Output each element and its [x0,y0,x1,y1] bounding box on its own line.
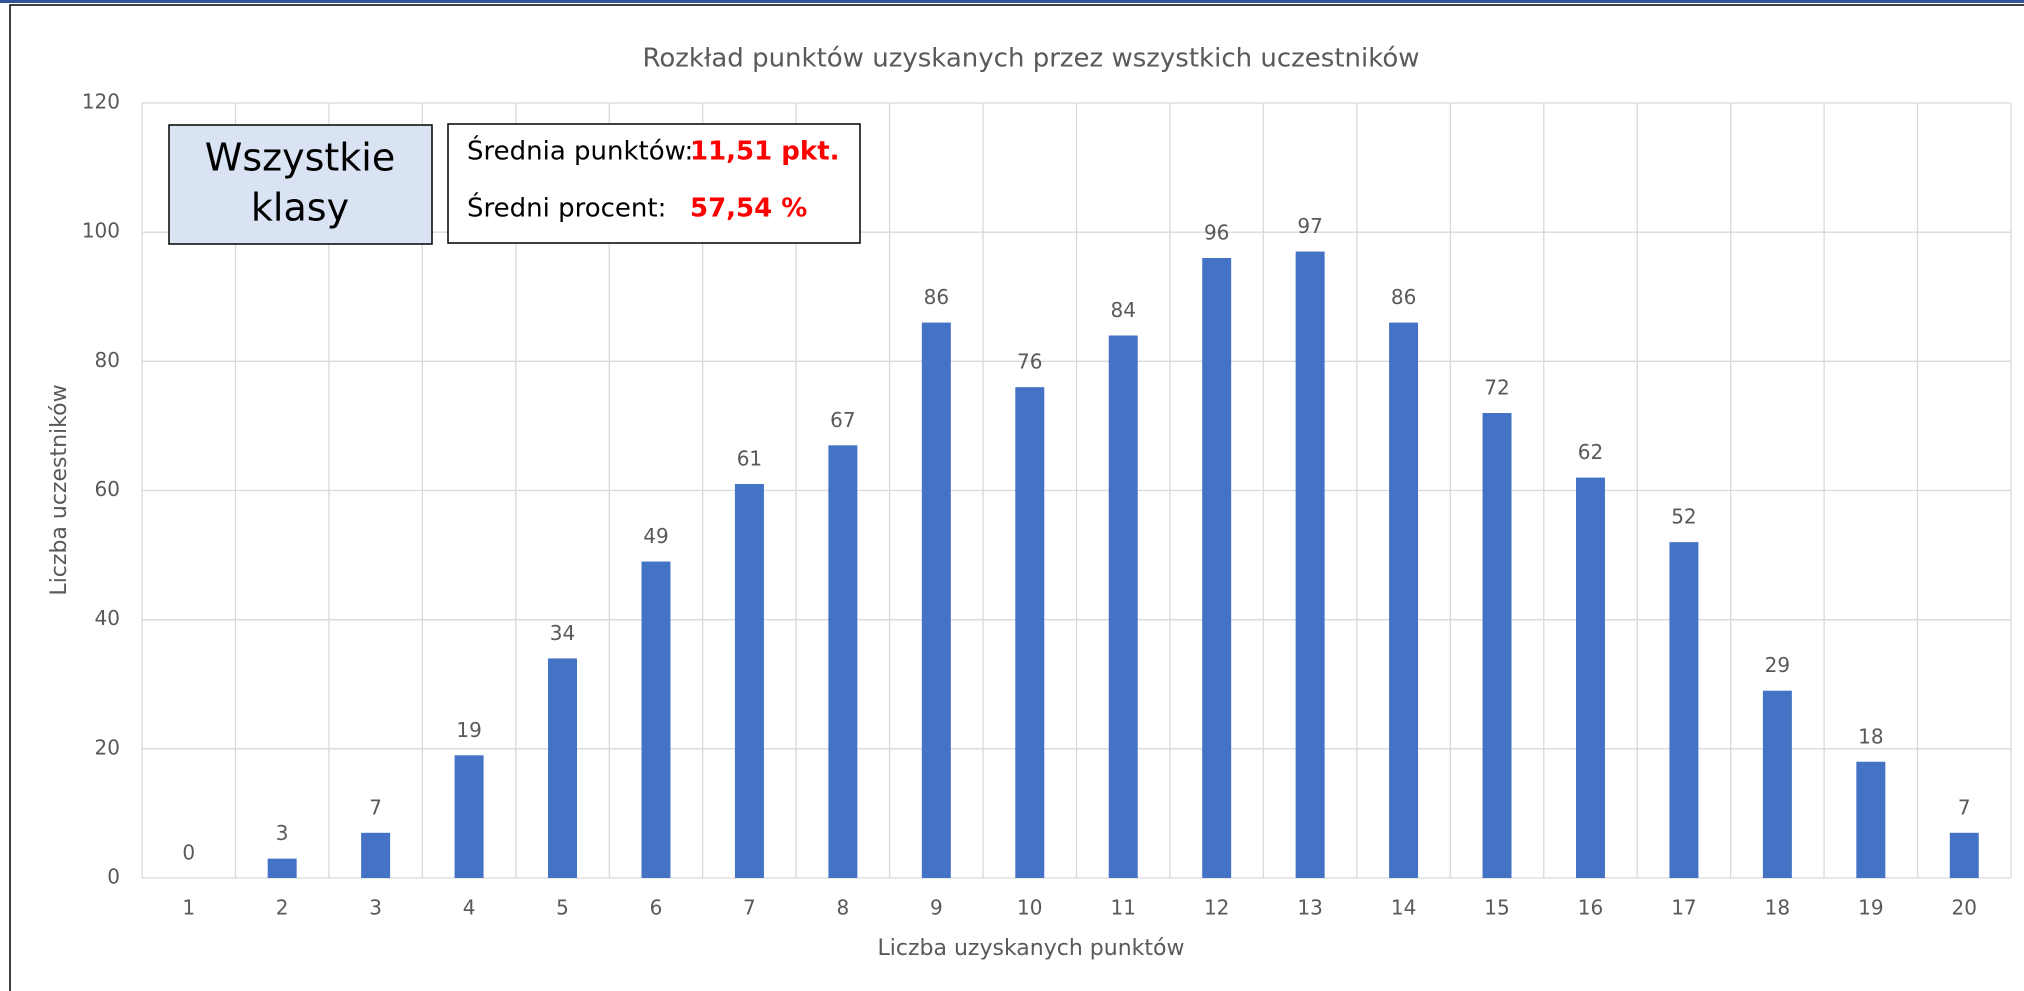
x-tick-label: 18 [1765,896,1790,920]
x-tick-label: 16 [1578,896,1603,920]
x-tick-label: 5 [556,896,569,920]
x-tick-label: 7 [743,896,756,920]
y-tick-label: 20 [95,735,120,759]
x-tick-label: 14 [1391,896,1416,920]
bar [921,322,951,878]
top-edge [0,0,2024,3]
bar [1762,690,1792,878]
x-tick-label: 6 [650,896,663,920]
x-tick-label: 3 [369,896,382,920]
bar [454,755,484,878]
y-tick-label: 0 [107,865,120,889]
bar [1669,542,1699,878]
chart-title: Rozkład punktów uzyskanych przez wszystk… [642,44,1419,74]
data-label: 3 [276,821,289,845]
bar [641,561,671,878]
data-label: 97 [1297,214,1322,238]
stats-box [447,123,861,244]
bar [1575,477,1605,878]
bar [1295,251,1325,878]
data-label: 62 [1578,440,1603,464]
x-tick-label: 8 [837,896,850,920]
bar [548,658,578,878]
data-label: 86 [924,285,949,309]
bar [1015,387,1045,878]
bar [828,445,858,878]
data-label: 19 [456,718,481,742]
x-tick-label: 10 [1017,896,1042,920]
stats-label: Średni procent: [467,192,666,224]
data-label: 7 [1958,795,1971,819]
x-tick-label: 13 [1297,896,1322,920]
data-label: 67 [830,408,855,432]
group-box [168,124,433,245]
x-tick-label: 12 [1204,896,1229,920]
y-tick-label: 100 [82,219,120,243]
bar [1482,413,1512,878]
data-label: 34 [550,621,575,645]
y-tick-label: 60 [95,477,120,501]
y-tick-label: 80 [95,348,120,372]
data-label: 72 [1484,376,1509,400]
x-tick-label: 15 [1484,896,1509,920]
x-tick-label: 20 [1952,896,1977,920]
y-tick-label: 40 [95,606,120,630]
stats-label: Średnia punktów: [467,135,693,167]
data-label: 29 [1765,653,1790,677]
x-axis-label: Liczba uzyskanych punktów [878,936,1185,961]
bar [1389,322,1419,878]
data-label: 7 [369,795,382,819]
data-label: 84 [1110,298,1135,322]
stats-value: 11,51 pkt. [690,137,840,167]
data-label: 0 [182,841,195,865]
bar [267,858,297,878]
x-tick-label: 4 [463,896,476,920]
y-axis-label: Liczba uczestników [47,384,72,595]
data-label: 76 [1017,350,1042,374]
chart-frame [9,4,2024,991]
bar [1856,761,1886,878]
data-label: 61 [737,447,762,471]
group-box-text: Wszystkie [205,136,395,180]
data-label: 86 [1391,285,1416,309]
group-box-text: klasy [251,186,349,230]
x-tick-label: 2 [276,896,289,920]
data-label: 96 [1204,221,1229,245]
bar [1949,832,1979,878]
x-tick-label: 9 [930,896,943,920]
bar [734,484,764,878]
x-tick-label: 17 [1671,896,1696,920]
bar [361,832,391,878]
data-label: 18 [1858,724,1883,748]
x-tick-label: 11 [1110,896,1135,920]
data-label: 49 [643,524,668,548]
x-tick-label: 1 [182,896,195,920]
stats-value: 57,54 % [690,194,807,224]
bar [1108,335,1138,878]
y-tick-label: 120 [82,90,120,114]
bar [1202,258,1232,878]
data-label: 52 [1671,505,1696,529]
x-tick-label: 19 [1858,896,1883,920]
